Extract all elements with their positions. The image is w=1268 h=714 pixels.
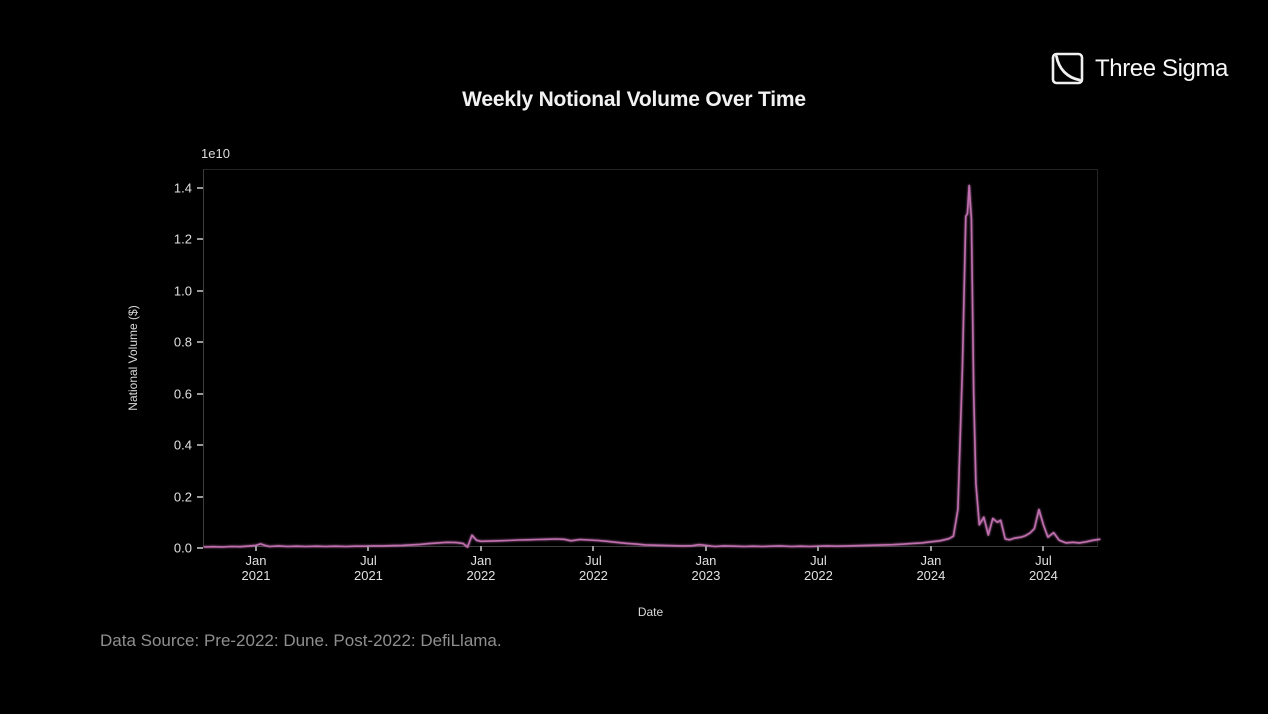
x-tick-label: Jan 2024 [916, 553, 946, 583]
x-tick-label: Jul 2024 [1028, 553, 1058, 583]
x-axis-label: Date [637, 605, 664, 619]
y-tick-mark [197, 341, 203, 344]
x-tick-mark [592, 546, 595, 551]
volume-line-chart [203, 184, 1101, 549]
chart-title: Weekly Notional Volume Over Time [462, 88, 806, 111]
x-tick-mark [929, 546, 932, 551]
weekly-volume-line [203, 184, 1101, 549]
y-tick-mark [197, 495, 203, 498]
y-tick-mark [197, 392, 203, 395]
x-tick-label: Jul 2022 [578, 553, 608, 583]
x-tick-mark [1042, 546, 1045, 551]
x-tick-mark [704, 546, 707, 551]
y-tick-label: 0.0 [173, 540, 192, 556]
three-sigma-logo: Three Sigma [1051, 52, 1228, 85]
y-axis-label: National Volume ($) [126, 305, 140, 411]
y-tick-mark [197, 547, 203, 549]
y-axis-offset-label: 1e10 [201, 146, 230, 161]
y-tick-label: 1.4 [173, 180, 192, 196]
y-tick-label: 0.6 [173, 386, 192, 402]
x-tick-label: Jan 2023 [691, 553, 721, 583]
y-tick-label: 0.4 [173, 437, 192, 453]
y-tick-label: 0.8 [173, 334, 192, 350]
data-source-note: Data Source: Pre-2022: Dune. Post-2022: … [100, 631, 502, 650]
x-tick-label: Jan 2021 [241, 553, 271, 583]
y-tick-mark [197, 238, 203, 241]
x-tick-mark [367, 546, 370, 551]
x-tick-label: Jan 2022 [466, 553, 496, 583]
x-tick-mark [817, 546, 820, 551]
y-tick-label: 1.0 [173, 283, 192, 299]
x-tick-label: Jul 2022 [803, 553, 833, 583]
x-tick-label: Jul 2021 [353, 553, 383, 583]
y-tick-mark [197, 289, 203, 292]
y-tick-mark [197, 187, 203, 189]
y-tick-mark [197, 444, 203, 447]
three-sigma-icon [1051, 52, 1084, 85]
y-tick-label: 0.2 [173, 489, 192, 505]
plot-area: 0.0 0.2 0.4 0.6 0.8 1.0 1.2 1.4 Jan 2021 Jul 2021 J… [174, 169, 1101, 583]
x-tick-mark [479, 546, 482, 551]
x-tick-mark [254, 546, 257, 551]
y-tick-label: 1.2 [173, 231, 192, 247]
three-sigma-logo-text: Three Sigma [1095, 54, 1228, 82]
